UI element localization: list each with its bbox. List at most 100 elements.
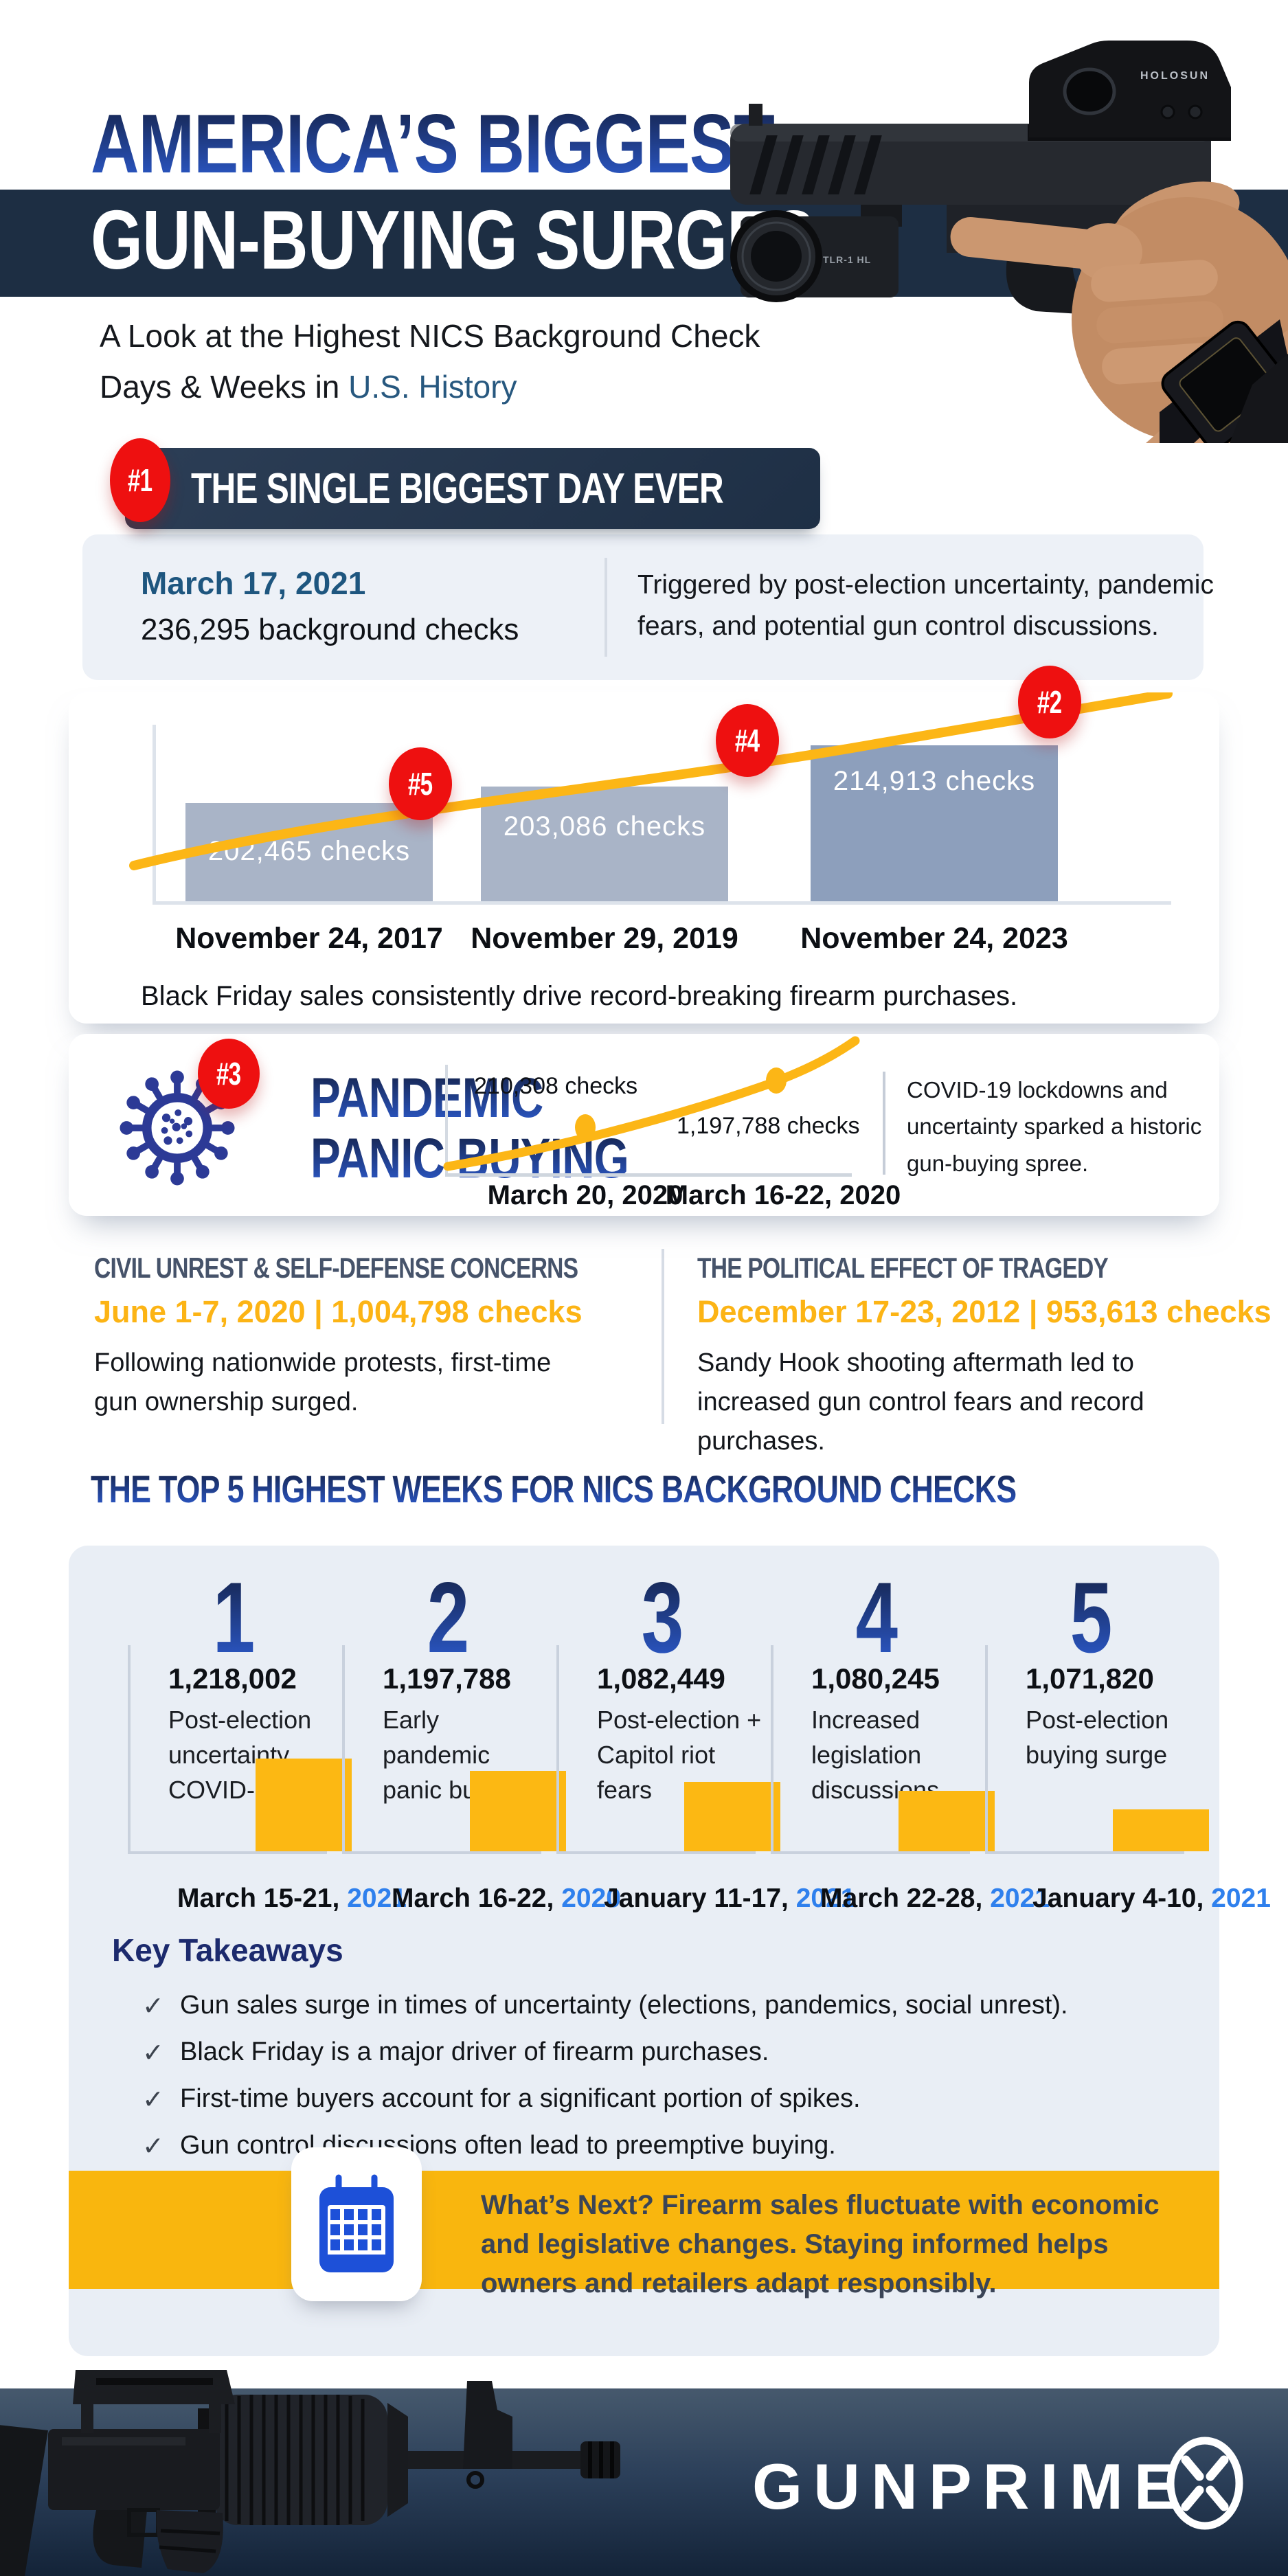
- top5-date-5-main: January 4-10,: [1032, 1884, 1204, 1913]
- rank-badge-3: #3: [198, 1039, 260, 1109]
- bf-date-2023: November 24, 2023: [800, 922, 1068, 955]
- top5-rank-4-text: 4: [855, 1561, 899, 1673]
- top5-date-1-main: March 15-21,: [177, 1884, 340, 1913]
- bf-bar-2023-label: 214,913 checks: [833, 766, 1036, 796]
- top5-rank-2: 2: [341, 1568, 555, 1668]
- check-icon-2: ✓: [142, 2039, 164, 2068]
- whats-next-banner: [69, 2171, 1219, 2289]
- top5-rank-2-text: 2: [427, 1561, 470, 1673]
- optic-brand-label: HOLOSUN: [1140, 70, 1210, 82]
- top5-date-2: March 16-22, 2020: [389, 1884, 623, 1914]
- rank-badge-1-label: #1: [128, 462, 152, 498]
- pandemic-date-2: March 16-22, 2020: [665, 1180, 901, 1210]
- subtitle-line2-highlight: U.S. History: [348, 369, 517, 405]
- top5-date-5-year: 2021: [1211, 1884, 1271, 1913]
- top5-axis-3-v: [556, 1645, 559, 1854]
- top5-rank-3: 3: [555, 1568, 769, 1668]
- pandemic-description: COVID-19 lockdowns and uncertainty spark…: [907, 1077, 1202, 1176]
- bf-date-2017: November 24, 2017: [175, 922, 443, 955]
- slide-serrations: [749, 135, 882, 194]
- rifle-receiver: [48, 2429, 220, 2510]
- subtitle-line2: Days & Weeks in U.S. History: [100, 368, 517, 405]
- bf-trend-line: [129, 692, 1173, 870]
- top5-caption-3: Post-election + Capitol riot fears: [597, 1706, 762, 1805]
- single-day-banner-text: THE SINGLE BIGGEST DAY EVER: [191, 464, 724, 512]
- optic-lens: [1063, 67, 1116, 115]
- top5-date-1: March 15-21, 2021: [175, 1884, 409, 1914]
- top5-date-5: January 4-10, 2021: [1032, 1884, 1271, 1914]
- top5-rank-1-text: 1: [212, 1561, 256, 1673]
- top5-date-4-main: March 22-28,: [820, 1884, 983, 1913]
- bf-date-2019: November 29, 2019: [471, 922, 738, 955]
- top5-bar-5: [1113, 1809, 1209, 1851]
- check-icon-1: ✓: [142, 1992, 164, 2021]
- top5-rank-4: 4: [769, 1568, 984, 1668]
- top5-date-4-year: 2021: [990, 1884, 1050, 1913]
- pandemic-point1-label: 210,308 checks: [474, 1073, 638, 1099]
- rank-badge-2-label: #2: [1037, 684, 1062, 720]
- main-title-line2: GUN-BUYING SURGES: [91, 198, 996, 282]
- top5-rank-5-text: 5: [1070, 1561, 1113, 1673]
- single-day-description: Triggered by post-election uncertainty, …: [637, 570, 1214, 642]
- pandemic-title-line1-text: PANDEMIC: [310, 1067, 543, 1129]
- top5-caption-5: Post-election buying surge: [1026, 1706, 1169, 1770]
- top5-bar-4: [899, 1791, 995, 1851]
- top5-value-3: 1,082,449: [597, 1662, 725, 1695]
- top5-axis-3-h: [556, 1851, 756, 1854]
- handguard-drum: [214, 2395, 408, 2525]
- takeaway-item-2: Black Friday is a major driver of firear…: [180, 2037, 769, 2066]
- rifle-photo: [0, 2370, 620, 2576]
- single-day-card: [82, 534, 1204, 680]
- pandemic-title-line1: PANDEMIC: [310, 1070, 601, 1127]
- top5-axis-1-v: [128, 1645, 131, 1854]
- rank-badge-5: #5: [389, 747, 452, 820]
- tragedy-stat: December 17-23, 2012 | 953,613 checks: [697, 1294, 1272, 1329]
- civil-unrest-description: Following nationwide protests, first-tim…: [94, 1348, 552, 1416]
- takeaways-heading: Key Takeaways: [112, 1932, 343, 1968]
- events-divider: [662, 1249, 664, 1424]
- top5-date-2-year: 2020: [561, 1884, 621, 1913]
- main-title-line1-text: AMERICA’S BIGGEST: [91, 97, 775, 190]
- top5-value-1: 1,218,002: [168, 1662, 297, 1695]
- top5-value-5: 1,071,820: [1026, 1662, 1154, 1695]
- footer-brand-emblem: [1166, 2437, 1243, 2530]
- civil-unrest-stat: June 1-7, 2020 | 1,004,798 checks: [94, 1294, 583, 1329]
- bf-bar-2019: 203,086 checks: [481, 787, 728, 901]
- civil-unrest-heading-text: CIVIL UNREST & SELF-DEFENSE CONCERNS: [94, 1252, 578, 1284]
- pandemic-line-chart: [443, 1036, 885, 1177]
- sleeve: [1230, 354, 1288, 443]
- top5-rank-3-text: 3: [641, 1561, 684, 1673]
- rank-badge-1: #1: [110, 438, 170, 522]
- red-dot-optic: [1029, 41, 1231, 137]
- main-title-line1: AMERICA’S BIGGEST: [91, 102, 945, 185]
- pandemic-point-2: [766, 1067, 787, 1094]
- muzzle-device: [580, 2441, 620, 2478]
- top5-axis-2-v: [342, 1645, 345, 1854]
- bf-bar-2023: 214,913 checks: [811, 745, 1058, 901]
- top5-heading: THE TOP 5 HIGHEST WEEKS FOR NICS BACKGRO…: [91, 1470, 1247, 1509]
- top5-bar-2: [470, 1771, 566, 1851]
- top5-bar-3: [684, 1782, 780, 1851]
- top5-value-4: 1,080,245: [811, 1662, 940, 1695]
- carry-handle: [73, 2370, 235, 2433]
- takeaway-item-4: Gun control discussions often lead to pr…: [180, 2131, 836, 2160]
- rank-badge-3-label: #3: [216, 1056, 241, 1092]
- top5-rank-5: 5: [984, 1568, 1198, 1668]
- top5-heading-text: THE TOP 5 HIGHEST WEEKS FOR NICS BACKGRO…: [91, 1467, 1017, 1511]
- weapon-light-label: TLR-1 HL: [823, 254, 871, 265]
- handgun-photo: HOLOSUN TLR-1 HL: [730, 41, 1288, 443]
- subtitle-line2-prefix: Days & Weeks in: [100, 369, 349, 405]
- calendar-icon: [319, 2172, 394, 2272]
- bf-y-axis: [152, 725, 156, 901]
- top5-axis-5-v: [985, 1645, 988, 1854]
- top5-axis-1-h: [128, 1851, 327, 1854]
- takeaway-item-3: First-time buyers account for a signific…: [180, 2084, 861, 2113]
- single-day-stat: 236,295 background checks: [141, 613, 519, 646]
- top5-bar-1: [256, 1759, 352, 1851]
- front-sight-tower: [463, 2381, 512, 2469]
- top5-axis-4-v: [771, 1645, 773, 1854]
- top5-rank-1: 1: [126, 1568, 341, 1668]
- takeaway-item-1: Gun sales surge in times of uncertainty …: [180, 1991, 1068, 2020]
- top5-axis-4-h: [771, 1851, 970, 1854]
